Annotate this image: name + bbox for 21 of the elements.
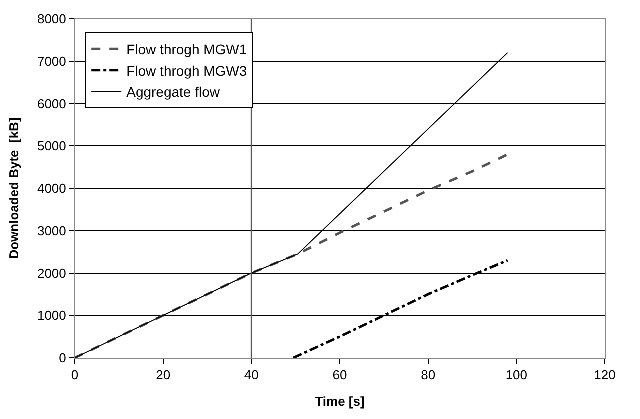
y-axis-title: Downloaded Byte [kB] [6,118,22,260]
y-tick-label: 2000 [37,266,66,281]
x-tick-label: 40 [244,368,259,383]
y-tick-label: 1000 [37,308,66,324]
y-tick-label: 5000 [37,138,66,154]
x-tick-label: 0 [71,368,79,383]
x-axis-title: Time [s] [315,394,365,410]
x-tick-label: 60 [332,368,348,383]
y-tick-label: 0 [59,350,66,366]
y-tick-label: 7000 [37,54,66,69]
y-tick-label: 4000 [37,181,66,196]
legend-label: Flow throgh MGW3 [126,62,248,79]
y-tick-label: 8000 [37,12,66,27]
x-tick-label: 100 [506,368,528,383]
x-tick-label: 120 [594,368,616,383]
legend-label: Flow throgh MGW1 [126,42,248,58]
x-tick-label: 80 [421,368,436,383]
y-tick-label: 6000 [37,96,66,112]
x-tick-label: 20 [156,368,171,383]
legend-label: Aggregate flow [126,84,221,100]
y-tick-label: 3000 [37,223,66,238]
